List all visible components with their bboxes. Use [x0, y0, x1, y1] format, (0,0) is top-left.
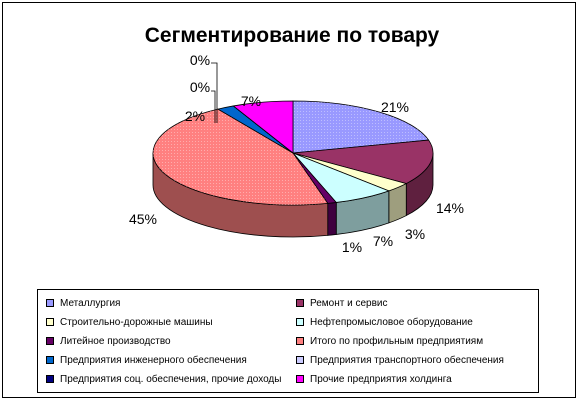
- slice-texture: [293, 101, 429, 153]
- leader-line: [211, 90, 216, 123]
- legend-swatch: [296, 337, 304, 345]
- chart-title: Сегментирование по товару: [145, 24, 440, 47]
- legend-swatch: [296, 356, 304, 364]
- legend-swatch: [46, 299, 54, 307]
- legend-label: Строительно-дорожные машины: [60, 316, 213, 328]
- legend-item: Строительно-дорожные машины: [46, 315, 213, 329]
- pie-slice: [292, 139, 434, 184]
- slice-label: 45%: [129, 211, 157, 227]
- slice-side: [327, 202, 337, 236]
- legend-swatch: [46, 375, 54, 383]
- legend-item: Нефтепромысловое оборудование: [296, 315, 473, 329]
- legend-label: Итого по профильным предприятиям: [310, 335, 484, 347]
- legend-label: Предприятия инженерного обеспечения: [60, 354, 247, 366]
- legend-swatch: [46, 337, 54, 345]
- slice-label: 2%: [185, 108, 205, 124]
- leader-lines: [211, 62, 218, 123]
- chart-frame: Сегментирование по товару 21% 14% 3% 7% 1% 45…: [2, 2, 576, 398]
- slice-label: 7%: [373, 233, 393, 249]
- legend-swatch: [296, 318, 304, 326]
- pie-slice: [232, 100, 294, 154]
- slice-labels: 21% 14% 3% 7% 1% 45% 2% 0% 0% 7%: [129, 52, 464, 255]
- legend-label: Предприятия транспортного обеспечения: [310, 354, 504, 366]
- legend: Металлургия Ремонт и сервис Строительно-до…: [37, 289, 539, 393]
- legend-swatch: [46, 318, 54, 326]
- legend-item: Предприятия транспортного обеспечения: [296, 353, 504, 367]
- legend-item: Итого по профильным предприятиям: [296, 334, 483, 348]
- leader-line: [211, 62, 218, 123]
- legend-label: Прочие предприятия холдинга: [310, 373, 452, 385]
- legend-swatch: [296, 299, 304, 307]
- legend-label: Литейное производство: [60, 335, 171, 347]
- legend-label: Ремонт и сервис: [310, 297, 388, 309]
- legend-item: Литейное производство: [46, 334, 171, 348]
- slice-label: 0%: [190, 79, 210, 95]
- slice-label: 7%: [241, 93, 261, 109]
- slice-label: 21%: [381, 99, 409, 115]
- legend-item: Прочие предприятия холдинга: [296, 372, 452, 386]
- legend-item: Ремонт и сервис: [296, 296, 388, 310]
- legend-item: Предприятия соц. обеспечения, прочие дох…: [46, 372, 281, 386]
- slice-label: 0%: [190, 52, 210, 68]
- legend-item: Металлургия: [46, 296, 120, 310]
- pie-slices: [152, 100, 434, 206]
- pie-chart: Сегментирование по товару 21% 14% 3% 7% 1% 45…: [129, 24, 464, 255]
- slice-label: 14%: [436, 200, 464, 216]
- legend-swatch: [296, 375, 304, 383]
- legend-swatch: [46, 356, 54, 364]
- legend-label: Предприятия соц. обеспечения, прочие дох…: [60, 373, 282, 385]
- legend-item: Предприятия инженерного обеспечения: [46, 353, 247, 367]
- legend-label: Нефтепромысловое оборудование: [310, 316, 473, 328]
- slice-label: 1%: [342, 239, 362, 255]
- slice-texture: [153, 109, 328, 205]
- slice-label: 3%: [405, 226, 425, 242]
- legend-label: Металлургия: [60, 297, 121, 309]
